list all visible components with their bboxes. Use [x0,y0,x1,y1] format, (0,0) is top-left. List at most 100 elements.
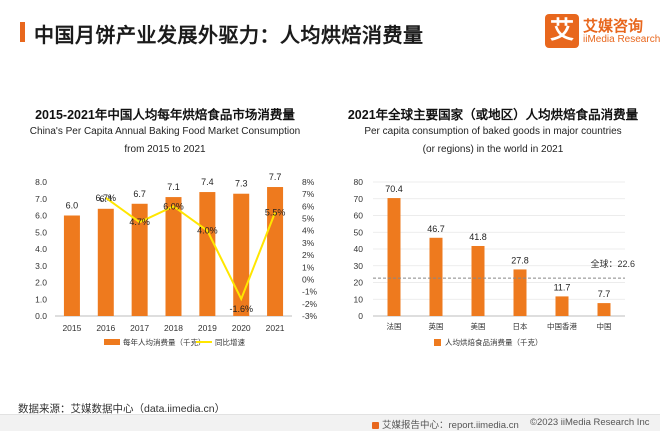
left-bar-value-label: 7.1 [167,182,180,192]
right-bar-value-label: 41.8 [469,232,487,242]
right-bar [387,198,401,316]
left-growth-line [105,197,277,302]
left-growth-value-label: 6.7% [96,193,117,203]
title-accent-bar [20,22,25,42]
left-x-tick-label: 2015 [62,323,81,333]
left-growth-value-label: 5.5% [265,207,286,217]
footer-logo-icon [372,421,379,429]
right-bar-value-label: 11.7 [554,282,571,292]
left-y-tick-label: 7.0 [35,194,47,204]
left-chart-title: 2015-2021年中国人均每年烘焙食品市场消费量 [35,108,295,122]
data-source-note: 数据来源：艾媒数据中心（data.iimedia.cn） [18,403,226,415]
right-bar-value-label: 70.4 [385,184,403,194]
left-x-tick-label: 2019 [198,323,217,333]
left-y2-tick-label: 0% [302,274,315,284]
right-bar [597,303,611,316]
left-chart-subtitle-1: China's Per Capita Annual Baking Food Ma… [29,126,301,137]
left-bar [233,193,250,316]
left-bar [97,208,114,316]
right-legend-swatch [434,339,441,346]
left-y-tick-label: 8.0 [35,177,47,187]
left-y-tick-label: 6.0 [35,211,47,221]
left-x-tick-label: 2018 [164,323,183,333]
left-y2-tick-label: 7% [302,189,315,199]
left-bar-value-label: 6.0 [66,201,79,211]
left-legend-line-label: 同比增速 [215,337,245,347]
right-bar [555,296,569,316]
right-legend-label: 人均烘焙食品消费量（千克） [445,337,543,347]
left-chart-subtitle-2: from 2015 to 2021 [124,144,206,155]
left-growth-value-label: 4.7% [129,217,150,227]
left-y-tick-label: 1.0 [35,294,47,304]
right-y-tick-label: 30 [354,261,364,271]
right-global-reference-label: 全球：22.6 [590,258,635,269]
footer-bar [0,414,660,431]
right-y-tick-label: 0 [358,311,363,321]
left-y-tick-label: 0.0 [35,311,47,321]
right-y-tick-label: 10 [354,294,364,304]
left-x-tick-label: 2021 [266,323,285,333]
right-bar-value-label: 7.7 [598,289,611,299]
logo-name-cn: 艾媒咨询 [583,18,644,35]
right-x-tick-label: 日本 [513,321,528,331]
left-bar-value-label: 6.7 [133,189,146,199]
right-bar-value-label: 46.7 [427,224,445,234]
left-y-tick-label: 5.0 [35,227,47,237]
left-growth-value-label: 6.0% [163,201,184,211]
left-legend-bar-label: 每年人均消费量（千克） [123,337,206,347]
left-bar-value-label: 7.3 [235,179,248,189]
left-bar [267,187,284,316]
right-x-tick-label: 中国 [597,321,612,331]
logo-name-en: iiMedia Research [583,34,660,45]
left-y2-tick-label: 4% [302,226,315,236]
left-y2-tick-label: -3% [302,311,318,321]
right-y-tick-label: 50 [354,227,364,237]
left-bar-value-label: 7.7 [269,172,282,182]
left-bar [165,197,182,316]
left-growth-value-label: -1.6% [229,304,253,314]
right-y-tick-label: 60 [354,211,364,221]
left-x-tick-label: 2016 [96,323,115,333]
right-x-tick-label: 中国香港 [547,321,577,331]
page-title: 中国月饼产业发展外驱力：人均烘焙消费量 [34,25,424,47]
right-bar [471,245,485,316]
left-y2-tick-label: 6% [302,201,315,211]
left-y-tick-label: 2.0 [35,278,47,288]
left-y2-tick-label: 8% [302,177,315,187]
right-bar-value-label: 27.8 [511,255,529,265]
left-y2-tick-label: -1% [302,287,318,297]
footer-report-link[interactable]: 艾媒报告中心：report.iimedia.cn [372,417,519,431]
left-y-tick-label: 4.0 [35,244,47,254]
right-chart-subtitle-1: Per capita consumption of baked goods in… [364,126,622,137]
right-bar [429,237,443,316]
right-x-tick-label: 英国 [429,321,444,331]
left-y2-tick-label: 5% [302,214,315,224]
left-y2-tick-label: 2% [302,250,315,260]
left-x-tick-label: 2020 [232,323,251,333]
left-y2-tick-label: 1% [302,262,315,272]
left-legend-bar-swatch [104,339,120,345]
left-growth-value-label: 4.0% [197,226,218,236]
left-bar [131,203,148,316]
left-bar [199,192,216,316]
right-bar [513,269,527,316]
left-bar [63,215,80,316]
right-x-tick-label: 法国 [387,321,402,331]
right-y-tick-label: 20 [354,278,364,288]
right-x-tick-label: 美国 [471,321,486,331]
right-y-tick-label: 40 [354,244,364,254]
left-bar-value-label: 7.4 [201,177,214,187]
left-x-tick-label: 2017 [130,323,149,333]
right-y-tick-label: 80 [354,177,364,187]
right-chart-subtitle-2: (or regions) in the world in 2021 [422,144,564,155]
left-y2-tick-label: -2% [302,299,318,309]
right-y-tick-label: 70 [354,194,364,204]
left-y-tick-label: 3.0 [35,261,47,271]
footer-report-text: 艾媒报告中心：report.iimedia.cn [382,420,519,431]
left-y2-tick-label: 3% [302,238,315,248]
right-chart-title: 2021年全球主要国家（或地区）人均烘焙食品消费量 [347,108,639,122]
footer-copyright: ©2023 iiMedia Research Inc [530,417,650,428]
logo-mark-icon: 艾 [545,14,579,48]
top-bar [0,0,660,6]
